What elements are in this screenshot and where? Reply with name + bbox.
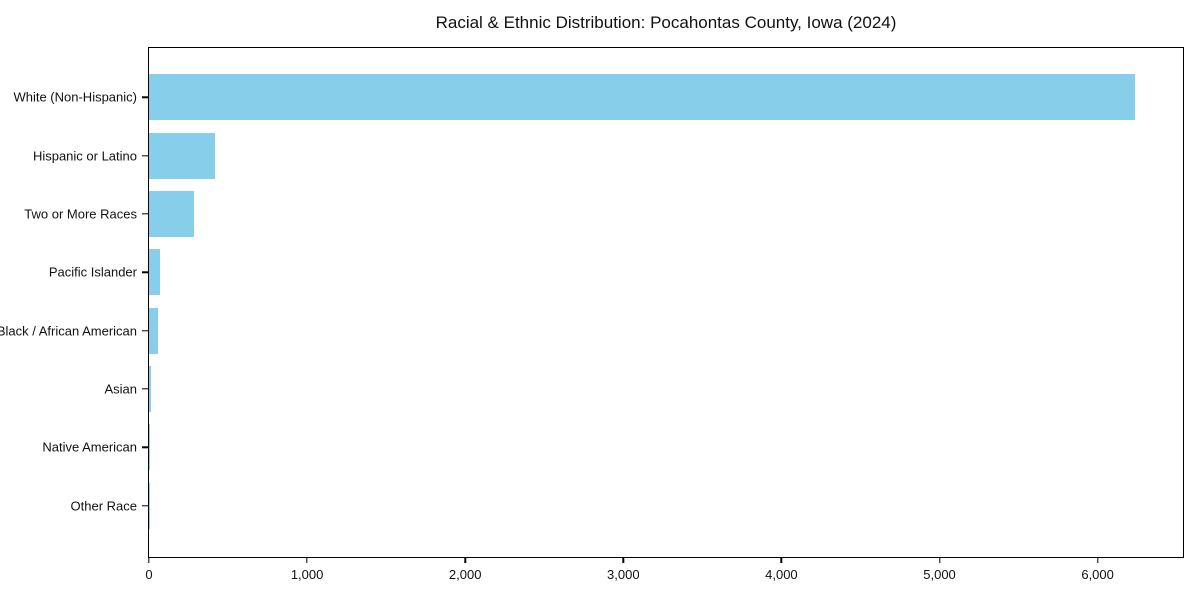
bar — [149, 366, 151, 413]
bar-row: Pacific Islander — [49, 243, 1183, 301]
x-axis-tick — [780, 558, 783, 563]
bar-row: Asian — [104, 360, 1183, 418]
y-axis-label: Native American — [42, 439, 137, 455]
y-axis-tick — [142, 96, 148, 98]
x-axis-tick-label: 1,000 — [290, 567, 324, 582]
x-axis-tick — [148, 558, 150, 563]
y-axis-tick — [142, 505, 148, 507]
bar-row: Two or More Races — [24, 185, 1183, 243]
y-axis-label: Two or More Races — [24, 206, 137, 222]
bar-row: Other Race — [71, 477, 1183, 535]
y-axis-tick — [142, 213, 148, 215]
y-axis-label: Other Race — [70, 498, 137, 514]
bar-row: White (Non-Hispanic) — [13, 68, 1183, 126]
bar — [149, 249, 160, 296]
bar-rows: White (Non-Hispanic) Hispanic or Latino Tw… — [0, 48, 1183, 557]
x-axis-tick-label: 4,000 — [765, 567, 798, 582]
x-axis-tick — [306, 558, 308, 563]
x-axis-tick-label: 0 — [145, 567, 153, 582]
y-axis-label: White (Non-Hispanic) — [13, 89, 137, 105]
x-axis-tick — [622, 558, 624, 563]
x-axis-tick-label: 6,000 — [1081, 567, 1114, 582]
y-axis-label: Pacific Islander — [48, 264, 137, 280]
x-axis-tick — [464, 558, 466, 563]
bar — [149, 74, 1135, 121]
bar-row: Hispanic or Latino — [33, 126, 1183, 184]
y-axis-tick — [142, 271, 148, 274]
bar-row: Black / African American — [0, 302, 1183, 360]
x-axis-tick-label: 5,000 — [923, 567, 956, 582]
chart-title: Racial & Ethnic Distribution: Pocahontas… — [435, 13, 897, 32]
y-axis-label: Hispanic or Latino — [32, 148, 137, 164]
bar — [149, 424, 150, 471]
x-axis-tick-label: 2,000 — [448, 567, 482, 582]
y-axis-label: Asian — [104, 381, 137, 397]
y-axis-tick — [142, 329, 148, 332]
x-axis-tick — [938, 558, 941, 563]
bar — [149, 132, 215, 179]
bar — [149, 190, 195, 237]
y-axis-tick — [142, 446, 148, 449]
y-axis-tick — [142, 154, 148, 157]
bar — [149, 307, 158, 354]
x-axis-tick-label: 3,000 — [607, 567, 640, 582]
y-axis-tick — [142, 388, 148, 390]
bar-row: Native American — [42, 418, 1183, 476]
y-axis-label: Black / African American — [0, 323, 137, 339]
plot-area: White (Non-Hispanic) Hispanic or Latino Tw… — [0, 47, 1184, 582]
x-axis-tick — [1096, 558, 1099, 563]
